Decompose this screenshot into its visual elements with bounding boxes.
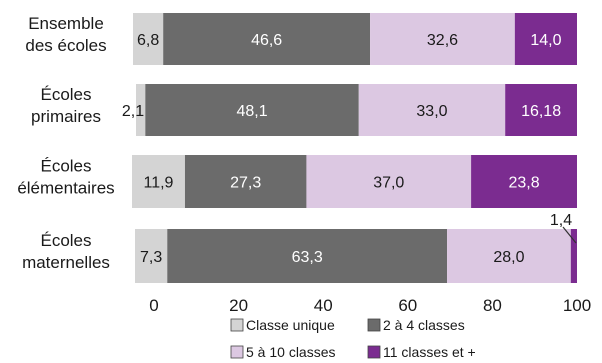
legend: Classe unique 2 à 4 classes 5 à 10 classes…: [230, 317, 476, 360]
x-tick-label: 20: [229, 296, 248, 315]
legend-item-5-a-10-classes: 5 à 10 classes: [230, 344, 336, 360]
value-label: 63,3: [292, 249, 323, 266]
value-labels: 6,8 46,6 32,6 14,0 2,1 48,1 33,0 16,18 11,9 27,3 3…: [122, 32, 577, 266]
bar-segment-11-classes-et: [514, 13, 577, 65]
bar-segment-5-a-10-classes: [306, 155, 472, 208]
legend-item-2-a-4-classes: 2 à 4 classes: [367, 317, 465, 333]
category-label-line: Ensemble: [28, 14, 104, 33]
value-label: 11,9: [144, 175, 174, 192]
bar-segment-11-classes-et: [471, 155, 577, 208]
bar-segment-classe-unique: [133, 13, 164, 65]
legend-swatch: [367, 345, 381, 359]
x-tick-label: 80: [483, 296, 502, 315]
value-label: 14,0: [530, 32, 561, 49]
bar-segment-5-a-10-classes: [447, 229, 571, 283]
value-label: 33,0: [416, 103, 447, 120]
bar-segment-classe-unique: [136, 84, 146, 136]
bar-segment-2-a-4-classes: [163, 13, 371, 65]
value-label: 23,8: [508, 175, 539, 192]
bar-segment-2-a-4-classes: [167, 229, 448, 283]
x-axis-ticks: 0 20 40 60 80 100: [149, 296, 591, 315]
bar-segment-2-a-4-classes: [145, 84, 359, 136]
bar-segment-classe-unique: [132, 155, 185, 208]
category-label-line: Écoles: [40, 157, 91, 176]
value-label: 46,6: [251, 32, 282, 49]
value-label: 27,3: [230, 175, 261, 192]
value-label: 7,3: [140, 249, 162, 266]
legend-swatch: [230, 345, 244, 359]
value-label: 2,1: [122, 103, 144, 120]
category-label: Écoles maternelles: [22, 231, 110, 272]
x-tick-label: 60: [398, 296, 417, 315]
legend-label: 2 à 4 classes: [383, 317, 465, 333]
legend-label: Classe unique: [246, 317, 335, 333]
legend-swatch: [367, 318, 381, 332]
value-label: 32,6: [427, 32, 458, 49]
legend-label: 5 à 10 classes: [246, 344, 336, 360]
value-label: 48,1: [236, 103, 267, 120]
legend-item-11-classes-et: 11 classes et +: [367, 344, 476, 360]
category-label: Ensemble des écoles: [25, 14, 106, 55]
category-label-line: maternelles: [22, 253, 110, 272]
legend-swatch: [230, 318, 244, 332]
legend-item-classe-unique: Classe unique: [230, 317, 335, 333]
label-leader-line: [562, 226, 577, 244]
category-label: Écoles primaires: [31, 85, 101, 126]
x-tick-label: 40: [314, 296, 333, 315]
category-label: Écoles élémentaires: [17, 157, 114, 198]
value-label: 28,0: [493, 249, 524, 266]
bar-segment-5-a-10-classes: [370, 13, 515, 65]
legend-label: 11 classes et +: [383, 344, 476, 360]
category-label-line: des écoles: [25, 36, 106, 55]
category-label-line: Écoles: [40, 85, 91, 104]
value-label: 1,4: [550, 212, 572, 229]
bar-segment-11-classes-et: [570, 229, 577, 283]
bars-layer: [132, 13, 577, 283]
value-label: 37,0: [373, 175, 404, 192]
value-label: 6,8: [137, 32, 159, 49]
category-label-line: Écoles: [40, 231, 91, 250]
x-tick-label: 0: [149, 296, 158, 315]
bar-segment-5-a-10-classes: [358, 84, 506, 136]
bar-segment-2-a-4-classes: [184, 155, 307, 208]
x-tick-label: 100: [563, 296, 591, 315]
category-label-line: élémentaires: [17, 179, 114, 198]
bar-segment-classe-unique: [135, 229, 168, 283]
bar-segment-11-classes-et: [505, 84, 577, 136]
category-label-line: primaires: [31, 107, 101, 126]
value-label: 16,18: [521, 103, 561, 120]
category-labels: Ensemble des écoles Écoles primaires Écoles é…: [17, 14, 114, 272]
